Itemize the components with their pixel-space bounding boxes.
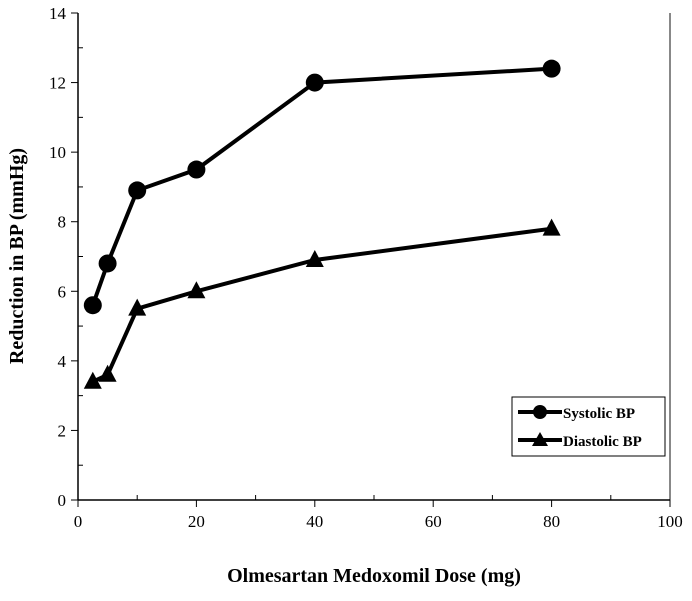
y-tick-label: 2: [58, 421, 67, 440]
data-point-triangle: [98, 364, 117, 382]
y-tick-label: 6: [58, 282, 67, 301]
y-tick-label: 8: [58, 213, 67, 232]
y-tick-label: 14: [49, 4, 67, 23]
x-axis-label: Olmesartan Medoxomil Dose (mg): [227, 565, 521, 587]
legend-label-diastolic: Diastolic BP: [563, 434, 642, 450]
y-tick-label: 4: [58, 352, 67, 371]
data-point-circle: [83, 296, 102, 315]
data-point-circle: [128, 181, 147, 200]
legend: Systolic BP Diastolic BP: [511, 396, 666, 457]
y-tick-label: 10: [49, 143, 66, 162]
data-point-triangle: [305, 249, 324, 267]
x-tick-label: 60: [425, 512, 442, 531]
data-point-circle: [187, 160, 206, 179]
legend-marker-triangle: [532, 432, 548, 446]
x-tick-label: 20: [188, 512, 205, 531]
x-tick-label: 80: [543, 512, 560, 531]
y-tick-label: 12: [49, 74, 66, 93]
x-tick-label: 0: [74, 512, 83, 531]
x-tick-label: 40: [306, 512, 323, 531]
y-axis-label: Reduction in BP (mmHg): [6, 148, 28, 364]
series-line-systolic-bp: [90, 66, 552, 306]
data-point-circle: [305, 73, 324, 92]
y-tick-label: 0: [58, 491, 67, 510]
data-point-circle: [542, 59, 561, 78]
series-line-diastolic-bp: [91, 226, 552, 384]
data-point-triangle: [83, 371, 102, 389]
legend-marker-circle: [533, 405, 547, 419]
x-tick-label: 100: [657, 512, 683, 531]
data-point-triangle: [542, 218, 561, 236]
data-point-triangle: [187, 281, 206, 299]
data-point-circle: [98, 254, 117, 273]
data-point-triangle: [128, 298, 147, 316]
legend-label-systolic: Systolic BP: [563, 406, 635, 422]
